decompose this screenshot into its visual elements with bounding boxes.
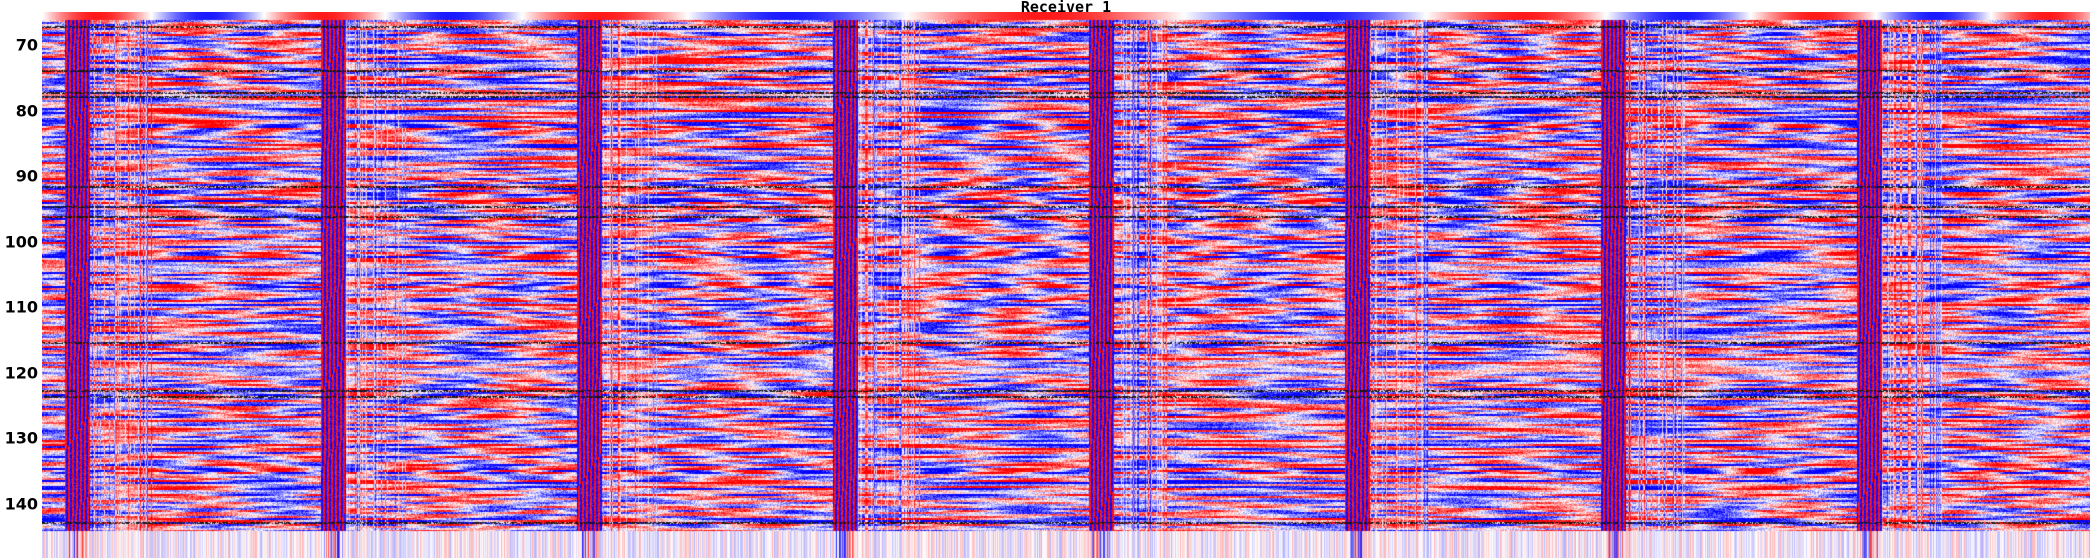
y-tick-label: 120 <box>4 363 38 382</box>
y-tick-label: 110 <box>4 297 38 317</box>
y-tick-label: 90 <box>15 166 38 186</box>
y-tick-label: 140 <box>4 494 38 513</box>
y-tick-label: 100 <box>4 232 38 251</box>
y-tick-label: 80 <box>15 101 38 120</box>
y-tick-label: 130 <box>4 428 38 448</box>
heatmap-canvas <box>42 12 2090 558</box>
y-tick-label: 70 <box>15 35 38 55</box>
